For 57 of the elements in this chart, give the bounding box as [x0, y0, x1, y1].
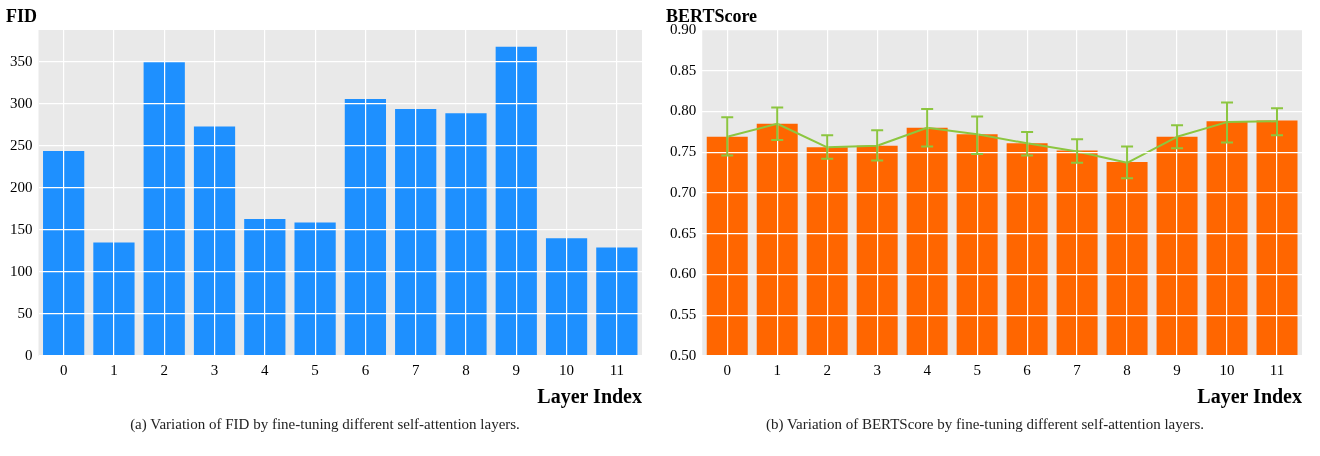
- bar: [545, 238, 588, 356]
- x-axis-title: Layer Index: [1197, 385, 1302, 409]
- y-tick-label: 150: [10, 220, 33, 237]
- y-tick-label: 100: [10, 262, 33, 279]
- bar: [93, 242, 135, 356]
- bar: [495, 46, 537, 356]
- y-tick-label: 200: [10, 178, 33, 195]
- y-tick-label: 0.55: [670, 306, 697, 323]
- y-tick-label: 0.85: [670, 61, 697, 78]
- y-tick-label: 0.65: [670, 224, 697, 241]
- x-tick-label: 9: [1173, 361, 1181, 378]
- x-tick-label: 9: [512, 361, 521, 378]
- x-tick-label: 3: [873, 361, 881, 378]
- y-tick-label: 0: [25, 346, 33, 363]
- bar: [143, 61, 185, 356]
- y-tick-label: 50: [17, 304, 33, 321]
- y-axis-title: FID: [6, 5, 37, 26]
- x-tick-label: 5: [311, 361, 319, 378]
- x-tick-label: 2: [823, 361, 831, 378]
- x-tick-label: 4: [923, 361, 932, 378]
- x-tick-label: 2: [160, 361, 168, 378]
- y-tick-label: 0.75: [670, 143, 697, 160]
- bar: [193, 126, 236, 356]
- text: (a) Variation of FID by fine-tuning different self-attention layers.: [129, 416, 521, 433]
- y-tick-label: 350: [10, 52, 33, 69]
- bar: [596, 247, 638, 356]
- x-tick-label: 8: [1123, 361, 1131, 378]
- bar: [43, 150, 85, 356]
- x-tick-label: 4: [261, 361, 270, 378]
- x-axis-title: Layer Index: [537, 385, 642, 409]
- bar: [344, 98, 387, 356]
- x-tick-label: 10: [559, 361, 575, 378]
- x-tick-label: 1: [773, 361, 781, 378]
- x-tick-label: 6: [361, 361, 370, 378]
- x-tick-label: 11: [1269, 361, 1285, 378]
- bar: [294, 222, 336, 356]
- x-tick-label: 8: [462, 361, 470, 378]
- x-tick-label: 6: [1023, 361, 1032, 378]
- y-tick-label: 250: [10, 136, 33, 153]
- bar: [445, 113, 487, 356]
- x-tick-label: 11: [609, 361, 625, 378]
- text: (b) Variation of BERTScore by fine-tuning different self-attention layers.: [765, 416, 1205, 433]
- y-tick-label: 300: [10, 94, 33, 111]
- y-tick-label: 0.50: [670, 346, 697, 363]
- x-tick-label: 1: [110, 361, 118, 378]
- y-tick-label: 0.80: [670, 102, 697, 119]
- bar: [395, 108, 437, 356]
- x-tick-label: 7: [1073, 361, 1082, 378]
- x-tick-label: 5: [973, 361, 981, 378]
- x-tick-label: 3: [210, 361, 219, 378]
- x-tick-label: 10: [1219, 361, 1235, 378]
- y-tick-label: 0.60: [670, 265, 697, 282]
- x-tick-label: 7: [411, 361, 420, 378]
- x-tick-label: 0: [723, 361, 731, 378]
- y-tick-label: 0.70: [670, 183, 697, 200]
- x-tick-label: 0: [59, 361, 68, 378]
- bar: [244, 219, 286, 356]
